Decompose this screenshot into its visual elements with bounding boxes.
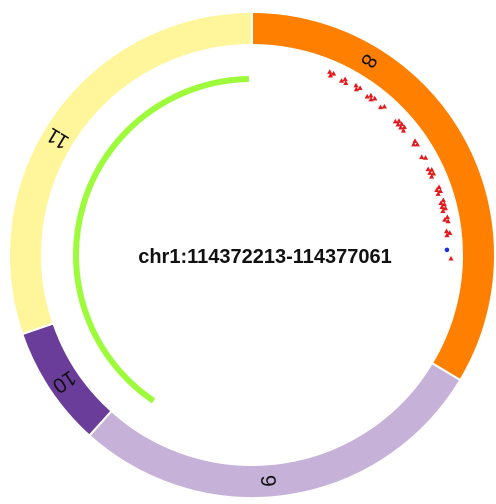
feature-marker	[438, 200, 444, 206]
feature-marker	[443, 228, 450, 234]
feature-marker	[437, 188, 443, 193]
feature-marker	[439, 204, 445, 209]
feature-markers	[327, 69, 454, 261]
feature-marker	[396, 118, 402, 123]
feature-marker	[442, 217, 448, 222]
feature-marker	[434, 187, 440, 192]
feature-marker	[441, 201, 447, 207]
feature-marker	[395, 121, 401, 127]
feature-marker	[411, 141, 417, 147]
feature-marker	[327, 69, 333, 74]
feature-marker	[440, 197, 446, 203]
feature-marker	[392, 118, 398, 124]
feature-marker	[435, 191, 441, 196]
feature-marker	[425, 166, 431, 172]
feature-marker	[343, 80, 349, 85]
segment-11	[8, 10, 253, 336]
chromosome-ring	[8, 10, 496, 499]
feature-marker	[445, 218, 451, 224]
feature-marker	[364, 93, 370, 99]
feature-marker	[412, 138, 418, 143]
feature-marker	[398, 124, 404, 130]
feature-marker	[419, 154, 425, 160]
feature-marker	[399, 121, 405, 127]
feature-marker	[429, 173, 435, 179]
feature-marker	[330, 70, 337, 76]
feature-marker	[381, 103, 387, 109]
feature-marker	[429, 167, 435, 172]
feature-marker	[357, 85, 363, 90]
feature-marker	[444, 214, 450, 220]
feature-marker	[377, 104, 384, 110]
feature-marker	[448, 255, 454, 261]
feature-marker	[353, 82, 359, 88]
feature-marker	[444, 232, 450, 238]
feature-marker	[436, 184, 442, 190]
feature-marker	[400, 127, 407, 133]
feature-marker	[401, 124, 408, 130]
feature-marker	[422, 155, 429, 160]
feature-marker	[414, 141, 420, 147]
feature-marker	[342, 76, 348, 82]
feature-marker	[353, 86, 360, 92]
segment-label-9: 9	[256, 474, 280, 487]
feature-marker	[368, 92, 374, 98]
feature-marker	[447, 230, 453, 235]
feature-dot	[444, 247, 450, 253]
feature-marker	[427, 170, 433, 175]
feature-marker	[327, 72, 334, 78]
feature-marker	[430, 170, 437, 176]
feature-marker	[440, 208, 446, 213]
feature-marker	[442, 205, 449, 211]
feature-marker	[338, 78, 345, 83]
feature-marker	[372, 95, 378, 101]
inner-link-arc	[73, 76, 249, 404]
center-label: chr1:114372213-114377061	[138, 246, 392, 268]
